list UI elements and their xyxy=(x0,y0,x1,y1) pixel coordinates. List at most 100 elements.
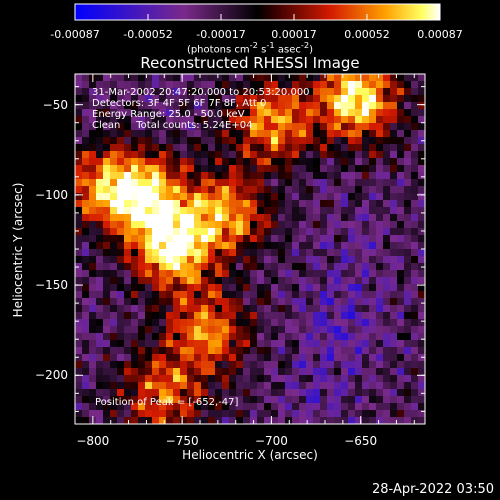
heatmap-cell xyxy=(313,193,321,201)
heatmap-cell xyxy=(187,403,195,411)
heatmap-cell xyxy=(96,102,104,110)
heatmap-cell xyxy=(96,165,104,173)
heatmap-cell xyxy=(376,144,384,152)
heatmap-cell xyxy=(334,221,342,229)
heatmap-cell xyxy=(75,382,83,390)
heatmap-cell xyxy=(327,186,335,194)
heatmap-cell xyxy=(96,389,104,397)
heatmap-cell xyxy=(229,221,237,229)
heatmap-cell xyxy=(194,186,202,194)
heatmap-cell xyxy=(229,389,237,397)
heatmap-cell xyxy=(187,249,195,257)
heatmap-cell xyxy=(397,319,405,327)
heatmap-cell xyxy=(418,319,425,327)
heatmap-cell xyxy=(250,165,258,173)
heatmap-cell xyxy=(82,319,90,327)
heatmap-cell xyxy=(355,207,363,215)
heatmap-cell xyxy=(208,263,216,271)
heatmap-cell xyxy=(145,235,153,243)
heatmap-cell xyxy=(383,326,391,334)
heatmap-cell xyxy=(362,109,370,117)
heatmap-cell xyxy=(75,102,83,110)
heatmap-cell xyxy=(397,347,405,355)
heatmap-cell xyxy=(124,221,132,229)
heatmap-cell xyxy=(215,151,223,159)
heatmap-cell xyxy=(187,305,195,313)
heatmap-cell xyxy=(369,263,377,271)
heatmap-cell xyxy=(201,242,209,250)
heatmap-cell xyxy=(313,242,321,250)
heatmap-cell xyxy=(271,291,279,299)
heatmap-cell xyxy=(208,277,216,285)
heatmap-cell xyxy=(278,172,286,180)
heatmap-cell xyxy=(376,382,384,390)
heatmap-cell xyxy=(299,263,307,271)
heatmap-cell xyxy=(110,81,118,89)
heatmap-cell xyxy=(362,298,370,306)
heatmap-cell xyxy=(264,214,272,222)
heatmap-cell xyxy=(320,277,328,285)
heatmap-cell xyxy=(243,151,251,159)
heatmap-cell xyxy=(180,403,188,411)
heatmap-cell xyxy=(327,249,335,257)
heatmap-cell xyxy=(236,410,244,418)
heatmap-cell xyxy=(369,179,377,187)
heatmap-cell xyxy=(215,340,223,348)
heatmap-cell xyxy=(320,144,328,152)
heatmap-cell xyxy=(145,340,153,348)
heatmap-cell xyxy=(117,291,125,299)
heatmap-cell xyxy=(201,102,209,110)
heatmap-cell xyxy=(75,179,83,187)
heatmap-cell xyxy=(166,144,174,152)
heatmap-cell xyxy=(348,319,356,327)
heatmap-cell xyxy=(411,179,419,187)
heatmap-cell xyxy=(390,123,398,131)
heatmap-cell xyxy=(299,312,307,320)
heatmap-cell xyxy=(418,207,425,215)
heatmap-cell xyxy=(327,382,335,390)
heatmap-cell xyxy=(418,291,425,299)
heatmap-cell xyxy=(299,200,307,208)
heatmap-cell xyxy=(159,193,167,201)
heatmap-cell xyxy=(229,340,237,348)
heatmap-cell xyxy=(145,130,153,138)
heatmap-cell xyxy=(376,333,384,341)
heatmap-cell xyxy=(299,298,307,306)
heatmap-cell xyxy=(292,228,300,236)
heatmap-cell xyxy=(166,123,174,131)
heatmap-cell xyxy=(397,235,405,243)
heatmap-cell xyxy=(341,74,349,82)
heatmap-cell xyxy=(152,123,160,131)
heatmap-cell xyxy=(236,165,244,173)
heatmap-cell xyxy=(285,347,293,355)
heatmap-cell xyxy=(201,186,209,194)
heatmap-cell xyxy=(152,305,160,313)
heatmap-cell xyxy=(138,242,146,250)
heatmap-cell xyxy=(82,368,90,376)
heatmap-cell xyxy=(243,312,251,320)
heatmap-cell xyxy=(355,410,363,418)
heatmap-cell xyxy=(229,403,237,411)
heatmap-cell xyxy=(187,263,195,271)
heatmap-cell xyxy=(103,109,111,117)
timestamp: 28-Apr-2022 03:50 xyxy=(372,482,494,497)
heatmap-cell xyxy=(278,179,286,187)
heatmap-cell xyxy=(397,95,405,103)
heatmap-cell xyxy=(96,312,104,320)
heatmap-cell xyxy=(243,403,251,411)
heatmap-cell xyxy=(229,165,237,173)
heatmap-cell xyxy=(89,179,97,187)
heatmap-cell xyxy=(397,214,405,222)
heatmap-cell xyxy=(229,270,237,278)
heatmap-cell xyxy=(411,165,419,173)
heatmap-cell xyxy=(222,389,230,397)
heatmap-cell xyxy=(89,144,97,152)
heatmap-cell xyxy=(306,396,314,404)
heatmap-cell xyxy=(117,158,125,166)
heatmap-cell xyxy=(187,207,195,215)
heatmap-cell xyxy=(89,396,97,404)
heatmap-cell xyxy=(362,74,370,82)
heatmap-cell xyxy=(250,298,258,306)
heatmap-cell xyxy=(208,319,216,327)
heatmap-cell xyxy=(397,382,405,390)
